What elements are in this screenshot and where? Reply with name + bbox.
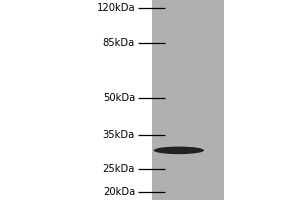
Text: 20kDa: 20kDa — [103, 187, 135, 197]
Text: 25kDa: 25kDa — [103, 164, 135, 174]
Ellipse shape — [154, 147, 204, 154]
Bar — [152, 0, 224, 200]
Text: 120kDa: 120kDa — [96, 3, 135, 13]
Text: 85kDa: 85kDa — [103, 38, 135, 48]
Text: 35kDa: 35kDa — [103, 130, 135, 140]
Text: 50kDa: 50kDa — [103, 93, 135, 103]
